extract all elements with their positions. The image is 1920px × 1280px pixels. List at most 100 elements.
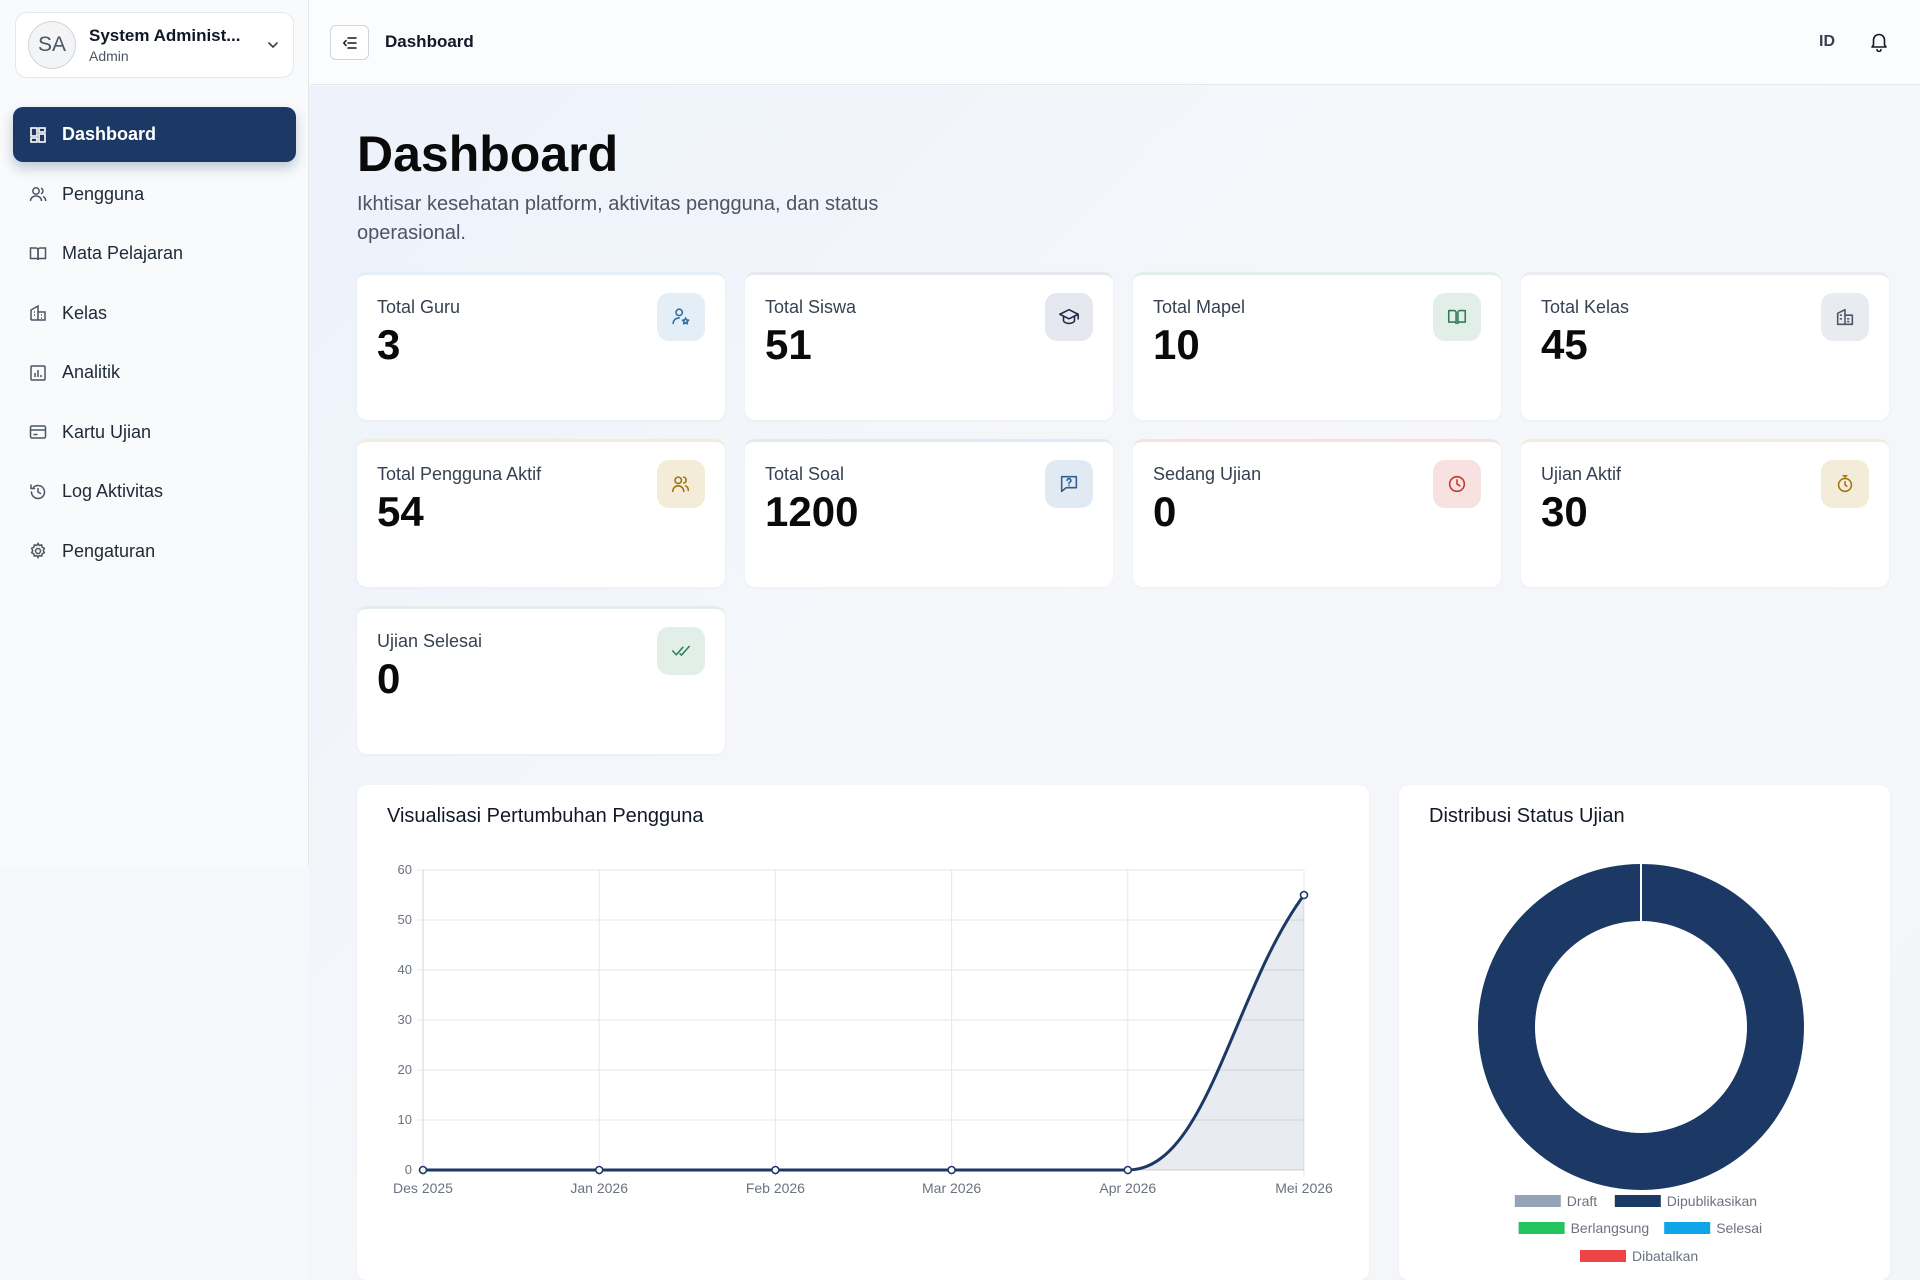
stat-card: Total Soal 1200 bbox=[745, 439, 1113, 587]
teacher-icon bbox=[672, 308, 690, 325]
data-point bbox=[418, 1165, 428, 1175]
y-tick-label: 60 bbox=[398, 862, 412, 877]
clock-icon bbox=[1448, 475, 1466, 493]
legend-swatch bbox=[1518, 1222, 1565, 1234]
stat-icon-badge bbox=[657, 460, 705, 508]
chevron-down-icon bbox=[268, 42, 278, 48]
sidebar-item-label: Kartu Ujian bbox=[62, 421, 152, 442]
legend-swatch bbox=[1514, 1195, 1561, 1207]
legend-swatch bbox=[1664, 1222, 1711, 1234]
legend-swatch bbox=[1580, 1250, 1626, 1262]
exam-status-chart: Draft Dipublikasikan Berlangsung Selesai Dib… bbox=[1478, 864, 1804, 1264]
question-icon bbox=[1060, 475, 1078, 493]
sidebar-item-mata-pelajaran[interactable]: Mata Pelajaran bbox=[13, 226, 296, 281]
history-icon bbox=[30, 483, 46, 499]
stat-icon-badge bbox=[1433, 460, 1481, 508]
stat-card: Ujian Aktif 30 bbox=[1521, 439, 1889, 587]
stat-card: Total Pengguna Aktif 54 bbox=[357, 439, 725, 587]
language-switcher[interactable]: ID bbox=[1819, 33, 1835, 50]
stat-value: 0 bbox=[377, 655, 401, 702]
card-icon bbox=[29, 425, 47, 439]
stat-icon-badge bbox=[657, 293, 705, 341]
avatar: SA bbox=[28, 21, 76, 69]
legend-label: Dibatalkan bbox=[1632, 1248, 1698, 1264]
y-tick-label: 0 bbox=[405, 1162, 412, 1177]
x-tick-label: Mar 2026 bbox=[922, 1180, 981, 1196]
building-icon bbox=[1836, 308, 1854, 326]
topbar: Dashboard ID bbox=[309, 0, 1920, 85]
x-tick-label: Jan 2026 bbox=[570, 1180, 628, 1196]
gear-icon bbox=[30, 542, 46, 559]
data-point bbox=[594, 1165, 604, 1175]
stat-value: 0 bbox=[1153, 488, 1177, 535]
users-icon bbox=[29, 187, 47, 202]
area-fill bbox=[423, 895, 1304, 1170]
stat-value: 30 bbox=[1541, 488, 1588, 535]
exam-status-title: Distribusi Status Ujian bbox=[1429, 805, 1625, 827]
user-role: Admin bbox=[89, 48, 129, 64]
sidebar-item-label: Pengguna bbox=[62, 183, 145, 204]
legend-label: Selesai bbox=[1716, 1220, 1762, 1236]
exam-status-panel: Distribusi Status Ujian Draft Dipublikasi… bbox=[1399, 785, 1890, 1280]
sidebar-toggle-button[interactable] bbox=[330, 25, 369, 60]
legend-label: Berlangsung bbox=[1571, 1220, 1650, 1236]
user-growth-panel: Visualisasi Pertumbuhan Pengguna 0 10 20 30… bbox=[357, 785, 1369, 1280]
stat-label: Total Kelas bbox=[1541, 297, 1630, 317]
stat-card: Total Mapel 10 bbox=[1133, 272, 1501, 420]
stat-icon-badge bbox=[1045, 460, 1093, 508]
bar-chart-icon bbox=[30, 364, 46, 381]
stat-value: 3 bbox=[377, 321, 401, 368]
x-tick-label: Apr 2026 bbox=[1099, 1180, 1156, 1196]
user-growth-chart: 0 10 20 30 40 50 60 Des 2025 Jan 2026 Feb 2026 Mar… bbox=[393, 862, 1333, 1196]
stat-value: 45 bbox=[1541, 321, 1588, 368]
stat-label: Ujian Selesai bbox=[377, 631, 483, 651]
data-point bbox=[1299, 890, 1309, 900]
stat-card: Total Guru 3 bbox=[357, 272, 725, 420]
user-growth-title: Visualisasi Pertumbuhan Pengguna bbox=[387, 805, 704, 827]
data-point bbox=[1123, 1165, 1133, 1175]
page-title: Dashboard bbox=[357, 126, 619, 182]
stat-value: 10 bbox=[1153, 321, 1200, 368]
y-tick-label: 30 bbox=[398, 1012, 412, 1027]
stat-icon-badge bbox=[657, 627, 705, 675]
y-tick-label: 40 bbox=[398, 962, 412, 977]
menu-collapse-icon bbox=[342, 36, 357, 49]
sidebar-item-pengaturan[interactable]: Pengaturan bbox=[13, 524, 296, 579]
stat-value: 1200 bbox=[765, 488, 859, 535]
stat-value: 51 bbox=[765, 321, 812, 368]
stat-card: Sedang Ujian 0 bbox=[1133, 439, 1501, 587]
sidebar-item-analitik[interactable]: Analitik bbox=[13, 345, 296, 400]
sidebar-item-label: Pengaturan bbox=[62, 540, 156, 561]
book-open-icon bbox=[1447, 309, 1467, 325]
sidebar-item-dashboard[interactable]: Dashboard bbox=[13, 107, 296, 162]
data-point bbox=[771, 1165, 780, 1175]
y-tick-label: 20 bbox=[398, 1062, 412, 1077]
sidebar-item-label: Analitik bbox=[62, 362, 121, 382]
stat-label: Total Mapel bbox=[1153, 297, 1246, 317]
stat-label: Ujian Aktif bbox=[1541, 464, 1622, 484]
users-icon bbox=[671, 476, 690, 493]
sidebar-item-pengguna[interactable]: Pengguna bbox=[13, 167, 296, 222]
sidebar: SA System Administ... Admin Dashboard Pe… bbox=[0, 0, 309, 866]
y-tick-label: 10 bbox=[398, 1112, 412, 1127]
double-check-icon bbox=[671, 645, 691, 656]
x-tick-label: Des 2025 bbox=[393, 1180, 453, 1196]
bell-icon[interactable] bbox=[1868, 30, 1890, 52]
legend-label: Dipublikasikan bbox=[1667, 1193, 1757, 1209]
y-tick-label: 50 bbox=[398, 912, 412, 927]
stat-card: Ujian Selesai 0 bbox=[357, 606, 725, 754]
user-menu[interactable]: SA System Administ... Admin bbox=[15, 12, 294, 78]
stat-icon-badge bbox=[1821, 460, 1869, 508]
sidebar-item-kartu-ujian[interactable]: Kartu Ujian bbox=[13, 405, 296, 460]
x-tick-label: Feb 2026 bbox=[746, 1180, 805, 1196]
sidebar-nav: Dashboard Pengguna Mata Pelajaran Kelas … bbox=[13, 107, 296, 583]
stat-label: Total Guru bbox=[377, 297, 461, 317]
sidebar-item-label: Dashboard bbox=[62, 124, 157, 144]
sidebar-item-log-aktivitas[interactable]: Log Aktivitas bbox=[13, 464, 296, 519]
book-icon bbox=[29, 246, 47, 260]
sidebar-item-kelas[interactable]: Kelas bbox=[13, 286, 296, 341]
stat-icon-badge bbox=[1433, 293, 1481, 341]
donut-slice bbox=[1478, 864, 1804, 1190]
graduation-cap-icon bbox=[1059, 308, 1079, 325]
legend-swatch bbox=[1614, 1195, 1661, 1207]
